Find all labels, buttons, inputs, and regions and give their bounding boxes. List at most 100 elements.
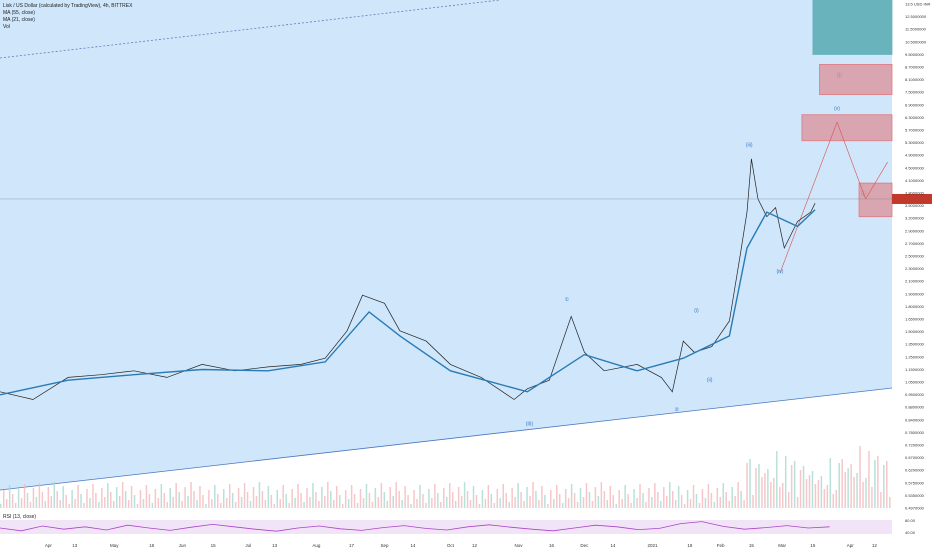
volume-bar: [508, 502, 510, 508]
volume-bar: [309, 497, 311, 508]
volume-bar: [603, 491, 606, 508]
volume-bar: [648, 488, 650, 508]
volume-bar: [484, 499, 487, 508]
volume-bar: [371, 502, 374, 508]
volume-bar: [749, 459, 751, 508]
volume-bar: [410, 504, 412, 508]
volume-bar: [734, 496, 736, 508]
volume-bar: [446, 497, 448, 508]
y-tick-label: 2.1000000: [905, 279, 925, 284]
volume-bar: [600, 482, 603, 508]
y-tick-label: 1.2500000: [905, 354, 925, 359]
y-tick-label: 12.5000000: [905, 14, 927, 19]
volume-bar: [660, 501, 662, 508]
volume-bar: [264, 500, 267, 508]
volume-bar: [11, 494, 14, 508]
volume-bar: [297, 484, 299, 508]
volume-bar: [291, 489, 293, 508]
volume-bar: [133, 495, 136, 508]
volume-bar: [550, 490, 552, 508]
volume-bar: [460, 496, 463, 508]
volume-bar: [344, 490, 347, 508]
volume-bar: [217, 494, 219, 508]
volume-bar: [267, 486, 270, 508]
volume-bar: [695, 494, 698, 508]
volume-bar: [758, 464, 760, 508]
volume-bar: [868, 451, 870, 508]
volume-bar: [443, 488, 445, 508]
volume-bar: [630, 503, 632, 508]
volume-bar: [202, 495, 204, 508]
time-axis[interactable]: Apr 13 May 18 Jun 15 Jul 13 Aug 17 Sep 14 Oct 12 Nov 16…: [45, 543, 878, 548]
volume-bar: [731, 487, 733, 508]
volume-bar: [463, 482, 466, 508]
volume-bar: [74, 499, 76, 508]
volume-bar: [817, 480, 820, 508]
volume-bar: [493, 503, 496, 508]
volume-bar: [576, 502, 579, 508]
volume-bar: [704, 498, 707, 508]
volume-bar: [434, 484, 436, 508]
wave-label: (i): [694, 308, 699, 314]
volume-bar: [570, 484, 573, 508]
volume-bar: [65, 495, 67, 508]
legend-vol: Vol: [3, 24, 10, 30]
rsi-tick-label: 80.00: [905, 518, 916, 523]
y-tick-label: 0.8400000: [905, 417, 925, 422]
volume-bar: [532, 482, 534, 508]
volume-bar: [523, 501, 525, 508]
volume-bar: [324, 496, 326, 508]
wave-label: ⓘ: [861, 190, 866, 197]
volume-bar: [2, 490, 5, 508]
y-tick-label: 5.7000000: [905, 128, 925, 133]
volume-bar: [386, 501, 389, 508]
volume-bar: [835, 490, 838, 508]
rsi-legend: RSI (13, close): [3, 514, 37, 520]
volume-bar: [8, 485, 11, 508]
volume-bar: [490, 494, 493, 508]
volume-bar: [288, 503, 290, 508]
volume-bar: [475, 495, 478, 508]
volume-bar: [606, 500, 609, 508]
x-tick-label: 15: [211, 543, 217, 548]
volume-bar: [773, 478, 775, 508]
volume-bar: [671, 491, 674, 508]
volume-bar: [157, 498, 160, 508]
volume-bar: [454, 501, 457, 508]
x-tick-label: Aug: [312, 543, 321, 548]
volume-bar: [538, 500, 540, 508]
volume-bars: [0, 446, 891, 508]
volume-bar: [573, 493, 576, 508]
y-tick-label: 1.1500000: [905, 367, 925, 372]
volume-bar: [338, 495, 341, 508]
volume-bar: [820, 476, 823, 508]
volume-bar: [23, 484, 26, 508]
volume-bar: [26, 493, 29, 508]
price-axis[interactable]: 13.5 USD INR 12.5000000 11.5000000 10.50000…: [905, 2, 930, 511]
volume-bar: [564, 489, 567, 508]
volume-bar: [377, 497, 380, 508]
rsi-axis: 80.00 40.00: [905, 518, 916, 535]
volume-bar: [190, 482, 192, 508]
volume-bar: [118, 496, 121, 508]
wave-label: ⓘ: [837, 72, 842, 79]
volume-bar: [529, 496, 531, 508]
wave-projection-lines: [779, 121, 888, 274]
volume-bar: [398, 491, 400, 508]
volume-bar: [850, 464, 852, 508]
volume-bar: [83, 503, 85, 508]
volume-bar: [395, 482, 397, 508]
volume-bar: [258, 482, 261, 508]
volume-bar: [561, 503, 564, 508]
y-tick-label: 3.5000000: [905, 203, 925, 208]
volume-bar: [151, 503, 154, 508]
y-tick-label: 8.1000000: [905, 77, 925, 82]
volume-bar: [781, 483, 784, 508]
volume-bar: [321, 487, 323, 508]
volume-bar: [567, 498, 570, 508]
volume-bar: [871, 487, 873, 508]
volume-bar: [793, 461, 796, 508]
y-tick-label: 8.7000000: [905, 65, 925, 70]
volume-bar: [359, 489, 362, 508]
